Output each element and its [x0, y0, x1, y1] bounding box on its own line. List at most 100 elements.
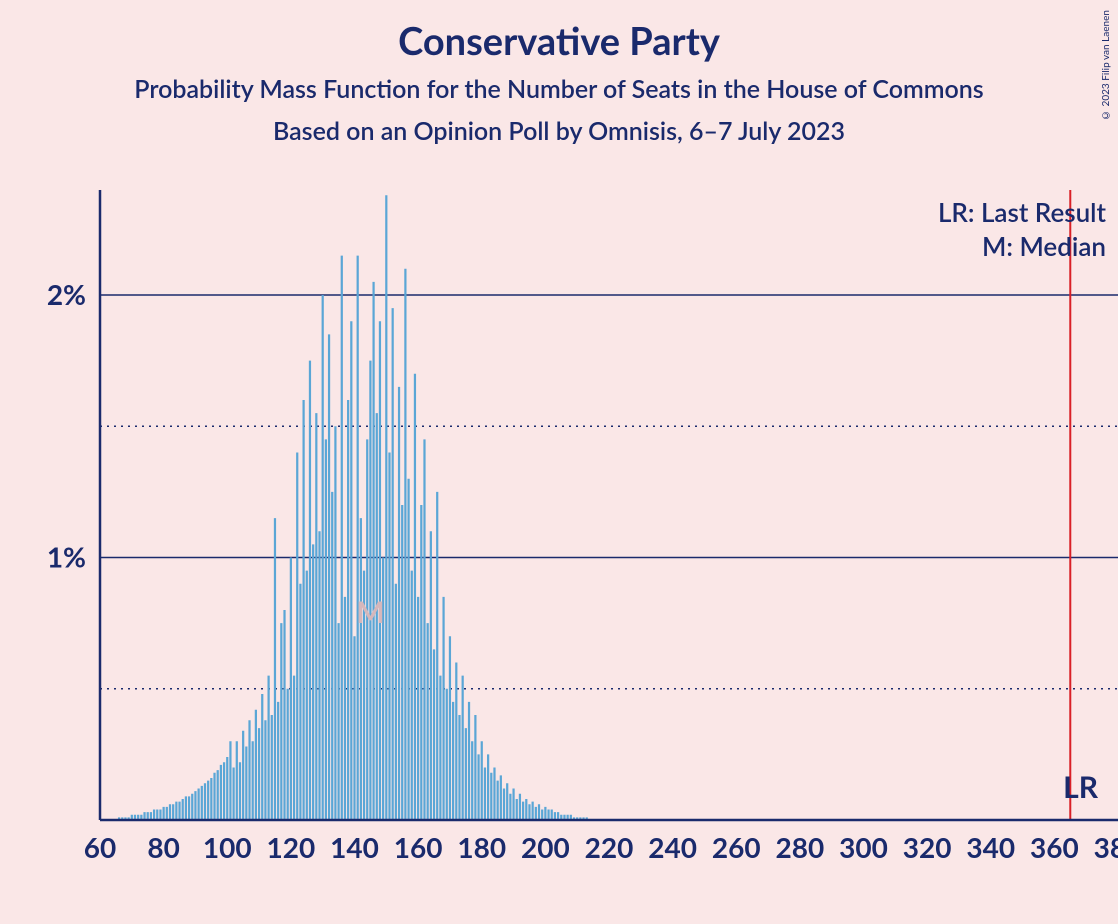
histogram-bar	[302, 400, 304, 820]
histogram-bar	[274, 518, 276, 820]
histogram-bar	[255, 710, 257, 820]
histogram-bar	[261, 694, 263, 820]
histogram-bar	[503, 789, 505, 821]
histogram-bar	[283, 610, 285, 820]
histogram-bar	[191, 794, 193, 820]
histogram-bar	[267, 676, 269, 820]
histogram-bar	[449, 636, 451, 820]
x-tick-label: 360	[1030, 830, 1079, 864]
histogram-bar	[210, 778, 212, 820]
histogram-bar	[242, 731, 244, 820]
histogram-bar	[207, 781, 209, 820]
histogram-bar	[182, 799, 184, 820]
histogram-bar	[194, 791, 196, 820]
histogram-bar	[217, 770, 219, 820]
histogram-bar	[465, 728, 467, 820]
histogram-bar	[350, 321, 352, 820]
x-tick-label: 200	[521, 830, 570, 864]
histogram-bar	[290, 558, 292, 821]
x-tick-label: 380	[1094, 830, 1118, 864]
histogram-bar	[213, 773, 215, 820]
histogram-bar	[493, 768, 495, 821]
histogram-bar	[229, 741, 231, 820]
histogram-bar	[232, 768, 234, 821]
histogram-bar	[220, 765, 222, 820]
histogram-bar	[325, 439, 327, 820]
histogram-bar	[347, 400, 349, 820]
x-tick-label: 180	[457, 830, 506, 864]
histogram-bar	[280, 623, 282, 820]
histogram-bar	[271, 715, 273, 820]
histogram-bar	[538, 804, 540, 820]
histogram-bar	[551, 810, 553, 821]
histogram-bar	[471, 741, 473, 820]
histogram-bar	[427, 623, 429, 820]
histogram-bar	[420, 505, 422, 820]
x-tick-label: 80	[147, 830, 179, 864]
histogram-bar	[436, 492, 438, 820]
histogram-bar	[296, 453, 298, 821]
histogram-bar	[153, 810, 155, 821]
lr-label: LR	[1063, 769, 1099, 805]
histogram-bar	[353, 636, 355, 820]
histogram-bar	[264, 720, 266, 820]
histogram-bar	[175, 802, 177, 820]
histogram-bar	[337, 623, 339, 820]
histogram-bar	[204, 783, 206, 820]
histogram-bar	[468, 702, 470, 820]
legend-median: M: Median	[982, 230, 1106, 262]
x-tick-label: 60	[84, 830, 116, 864]
histogram-bar	[318, 531, 320, 820]
histogram-bar	[519, 794, 521, 820]
x-tick-label: 140	[330, 830, 379, 864]
x-tick-label: 300	[839, 830, 888, 864]
histogram-bar	[414, 374, 416, 820]
histogram-bar	[277, 702, 279, 820]
x-tick-label: 120	[267, 830, 316, 864]
histogram-bar	[328, 334, 330, 820]
histogram-bar	[423, 439, 425, 820]
histogram-bar	[484, 768, 486, 821]
histogram-bar	[392, 308, 394, 820]
histogram-bar	[532, 802, 534, 820]
histogram-bar	[185, 796, 187, 820]
histogram-bar	[401, 505, 403, 820]
histogram-bar	[385, 195, 387, 820]
legend-lr: LR: Last Result	[938, 196, 1107, 228]
x-tick-label: 340	[966, 830, 1015, 864]
histogram-bar	[178, 802, 180, 820]
histogram-bar	[287, 689, 289, 820]
histogram-bar	[159, 810, 161, 821]
histogram-bar	[226, 757, 228, 820]
histogram-bar	[163, 807, 165, 820]
x-tick-label: 240	[648, 830, 697, 864]
histogram-bar	[315, 413, 317, 820]
histogram-bar	[497, 781, 499, 820]
histogram-bar	[535, 807, 537, 820]
x-tick-label: 160	[394, 830, 443, 864]
histogram-bar	[506, 783, 508, 820]
histogram-bar	[334, 426, 336, 820]
histogram-bar	[500, 775, 502, 820]
histogram-bar	[430, 531, 432, 820]
histogram-bar	[201, 786, 203, 820]
histogram-bar	[198, 789, 200, 821]
x-tick-label: 260	[712, 830, 761, 864]
y-tick-label: 1%	[47, 540, 86, 574]
histogram-bar	[458, 715, 460, 820]
histogram-bar	[166, 807, 168, 820]
histogram-bar	[404, 269, 406, 820]
x-tick-label: 100	[203, 830, 252, 864]
histogram-bar	[360, 518, 362, 820]
histogram-bar	[455, 663, 457, 821]
histogram-bar	[509, 794, 511, 820]
histogram-bar	[306, 571, 308, 820]
histogram-bar	[395, 584, 397, 820]
histogram-bar	[477, 754, 479, 820]
histogram-bar	[490, 773, 492, 820]
histogram-bar	[407, 479, 409, 820]
histogram-bar	[341, 256, 343, 820]
histogram-bar	[417, 597, 419, 820]
histogram-bar	[258, 728, 260, 820]
x-tick-label: 320	[903, 830, 952, 864]
